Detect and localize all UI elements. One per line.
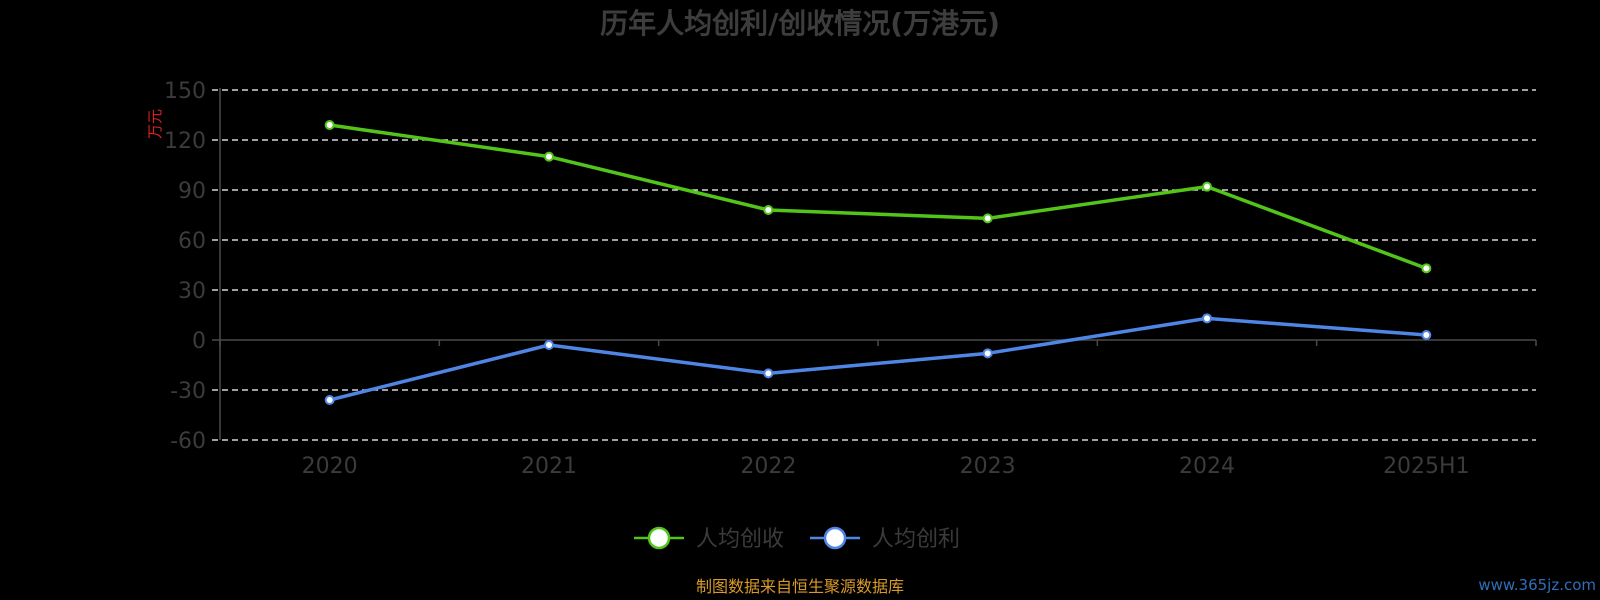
legend-item[interactable]: 人均创收: [634, 526, 784, 552]
data-point[interactable]: [544, 151, 554, 162]
y-tick-label: 60: [178, 229, 206, 254]
y-tick-label: -30: [170, 379, 206, 404]
x-tick-label: 2021: [521, 454, 577, 479]
data-point[interactable]: [1421, 330, 1432, 340]
x-tick-label: 2025H1: [1383, 454, 1470, 479]
x-tick-label: 2020: [302, 454, 358, 479]
y-tick-label: 90: [178, 179, 206, 204]
axes: 150 120 90 60 30 0 -30 -60 2020 2021 2022 2023 2024 2…: [164, 79, 1537, 479]
x-tick-label: 2022: [740, 454, 796, 479]
legend-label: 人均创收: [696, 527, 784, 552]
series-line: [329, 316, 1427, 402]
x-tick-label: 2023: [960, 454, 1016, 479]
series-lines: [324, 120, 1432, 405]
y-tick-label: 150: [164, 79, 206, 104]
data-point[interactable]: [544, 340, 554, 350]
data-point[interactable]: [982, 348, 993, 359]
data-point[interactable]: [1202, 181, 1212, 192]
data-point[interactable]: [324, 395, 335, 405]
y-axis-unit-label: 万元: [146, 109, 164, 139]
chart-title: 历年人均创利/创收情况(万港元): [600, 7, 1000, 40]
legend-marker: [823, 526, 847, 550]
data-point[interactable]: [1202, 313, 1212, 324]
data-source-note: 制图数据来自恒生聚源数据库: [696, 577, 904, 596]
legend-marker: [647, 526, 671, 550]
y-tick-label: 30: [178, 279, 206, 304]
data-point[interactable]: [324, 120, 335, 130]
y-tick-label: -60: [170, 429, 206, 454]
series-line: [329, 123, 1427, 270]
x-tick-label: 2024: [1179, 454, 1235, 479]
legend-label: 人均创利: [872, 527, 960, 552]
legend[interactable]: 人均创收 人均创利: [634, 526, 960, 552]
grid-lines: [212, 89, 1536, 441]
data-point[interactable]: [982, 213, 993, 224]
data-point[interactable]: [763, 205, 774, 215]
y-tick-label: 120: [164, 129, 206, 154]
data-point[interactable]: [763, 368, 774, 379]
watermark: www.365jz.com: [1478, 576, 1596, 594]
y-tick-label: 0: [192, 329, 206, 354]
legend-item[interactable]: 人均创利: [810, 526, 960, 552]
data-point[interactable]: [1421, 263, 1432, 274]
